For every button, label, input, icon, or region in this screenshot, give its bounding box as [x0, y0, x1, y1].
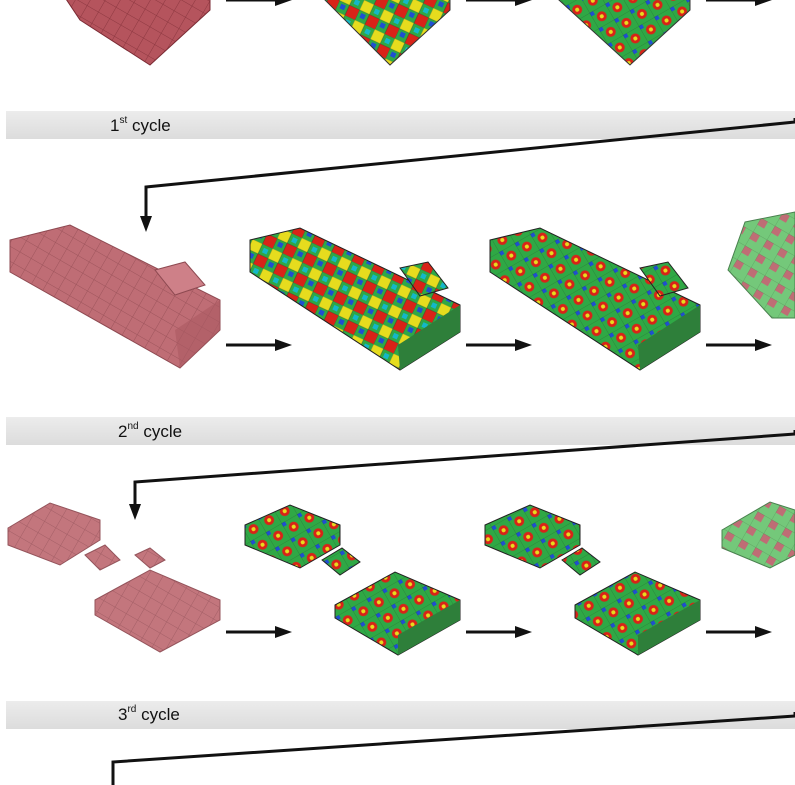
row2-pruned-mesh	[727, 211, 795, 319]
cycle-label-1: 1st cycle	[110, 115, 171, 135]
row2-arrow-2	[466, 339, 532, 351]
row3-arrow-2	[466, 626, 532, 638]
row-3	[7, 501, 795, 656]
cycle-label-3: 3rd cycle	[118, 704, 180, 724]
row3-stress-model-b	[484, 504, 701, 656]
return-arrow-1	[140, 118, 795, 232]
row2-initial-mesh	[9, 224, 221, 369]
return-arrow-3	[111, 712, 795, 785]
row2-stress-model-b	[489, 227, 701, 371]
row3-arrow-1	[226, 626, 292, 638]
row1-arrow-1	[226, 0, 292, 6]
row-2	[9, 211, 795, 371]
row3-initial-mesh	[7, 502, 221, 653]
row3-arrow-3	[706, 626, 772, 638]
row1-stress-model-a	[324, 0, 451, 66]
row2-arrow-1	[226, 339, 292, 351]
row1-initial-mesh	[66, 0, 211, 66]
cycle-band-2	[6, 417, 795, 445]
return-arrow-2	[129, 430, 795, 520]
row1-arrow-2	[466, 0, 532, 6]
row2-arrow-3	[706, 339, 772, 351]
row1-arrow-3	[706, 0, 772, 6]
row-1	[66, 0, 772, 66]
cycle-label-2: 2nd cycle	[118, 421, 183, 441]
row1-stress-model-b	[558, 0, 691, 66]
row2-stress-model-a	[249, 227, 461, 371]
row3-pruned-mesh	[721, 501, 795, 569]
row3-stress-model-a	[244, 504, 461, 656]
